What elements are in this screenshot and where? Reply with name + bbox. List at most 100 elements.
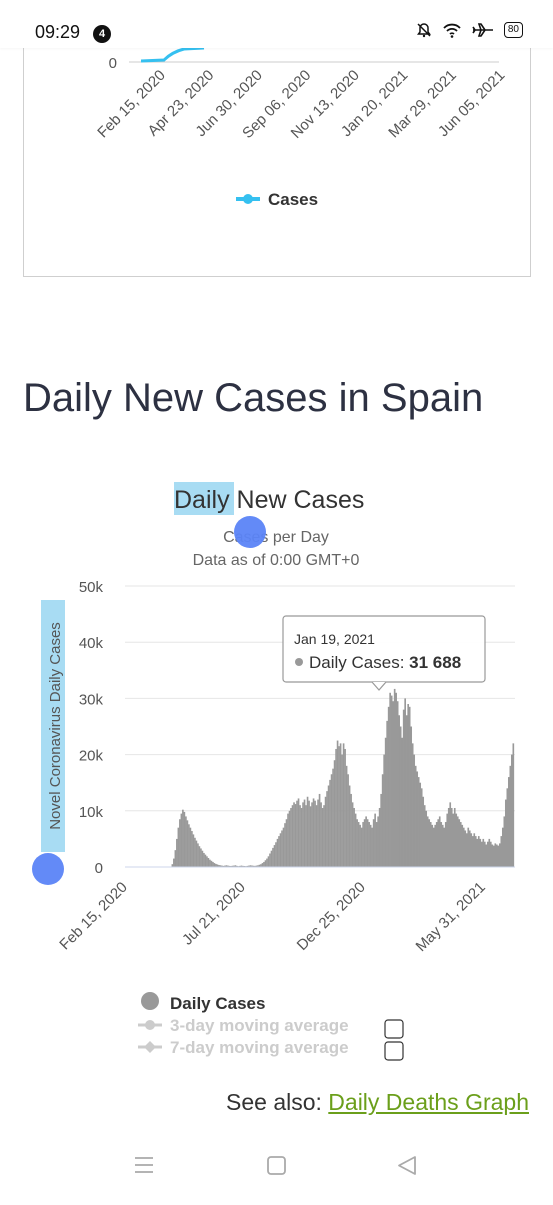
tooltip-bullet-icon	[295, 658, 303, 666]
bar	[375, 822, 378, 867]
bar	[290, 807, 292, 867]
legend-dot-icon	[141, 992, 159, 1010]
bar	[194, 837, 196, 867]
bar	[306, 796, 309, 867]
bar	[209, 859, 211, 867]
home-icon[interactable]	[267, 1156, 286, 1175]
bar	[390, 695, 393, 867]
bar	[426, 816, 429, 867]
bar	[476, 838, 479, 867]
bar	[395, 692, 397, 867]
bar	[350, 793, 352, 867]
checkbox-3day[interactable]	[384, 1019, 404, 1039]
bar	[260, 864, 262, 867]
selection-handle-end[interactable]	[234, 516, 266, 548]
bar	[296, 800, 298, 867]
bar	[300, 807, 303, 867]
bar	[417, 777, 420, 867]
bar	[219, 865, 222, 867]
back-icon[interactable]	[398, 1156, 416, 1175]
legend-item-daily-cases[interactable]: Daily Cases	[141, 992, 265, 1013]
bar	[354, 813, 357, 867]
bar	[207, 858, 210, 867]
legend-label-daily: Daily Cases	[170, 994, 265, 1013]
bar	[447, 807, 450, 867]
bar	[195, 840, 198, 867]
chart-title: Daily New Cases	[174, 486, 364, 514]
bar	[359, 824, 361, 867]
top-legend-label: Cases	[268, 190, 318, 209]
bar	[378, 807, 381, 867]
nav-buttons	[135, 1156, 416, 1175]
selection-handle-start[interactable]	[32, 853, 64, 885]
bar	[507, 777, 510, 867]
top-legend[interactable]: Cases	[236, 190, 318, 209]
bar	[278, 836, 280, 867]
bar	[222, 865, 225, 867]
bar	[255, 865, 258, 867]
status-bar: 09:29 4 80	[0, 0, 553, 48]
menu-icon[interactable]	[135, 1157, 153, 1173]
clock: 09:29	[35, 22, 81, 42]
bar	[203, 852, 205, 867]
bar	[276, 838, 279, 867]
bar	[332, 768, 334, 867]
tooltip-pointer	[371, 681, 387, 691]
x-tick-labels: Feb 15, 2020 Jul 21, 2020 Dec 25, 2020 May …	[56, 879, 489, 955]
checkbox-7day[interactable]	[384, 1041, 404, 1061]
bar	[200, 848, 202, 867]
bar	[236, 865, 238, 867]
x-tick-label: Jul 21, 2020	[179, 879, 249, 949]
bar	[176, 838, 178, 867]
bar	[198, 846, 201, 867]
bar	[365, 816, 367, 867]
bar	[341, 754, 343, 867]
chart-subtitle-2: Data as of 0:00 GMT+0	[193, 552, 360, 569]
bar	[291, 805, 294, 867]
bar	[246, 865, 249, 867]
bar	[293, 802, 295, 867]
bar	[173, 858, 175, 867]
bar	[309, 806, 312, 867]
bar	[215, 863, 217, 867]
bar	[429, 822, 432, 867]
bar	[212, 861, 214, 867]
bar	[188, 824, 190, 867]
bar	[404, 698, 406, 867]
bar	[312, 798, 315, 867]
bar	[428, 819, 431, 867]
bar	[339, 743, 342, 867]
y-tick-label: 10k	[79, 804, 104, 821]
bar	[414, 765, 417, 867]
legend-item-3day[interactable]: 3-day moving average	[138, 1016, 404, 1039]
bar	[393, 688, 396, 867]
bar	[299, 805, 301, 867]
legend-item-7day[interactable]: 7-day moving average	[138, 1038, 404, 1061]
bar	[288, 810, 291, 867]
bar	[435, 822, 438, 867]
bar	[410, 726, 413, 867]
bar	[314, 800, 316, 867]
bar	[411, 743, 414, 867]
bar	[464, 830, 467, 867]
bar	[405, 715, 408, 867]
bar	[458, 819, 461, 867]
bar	[338, 746, 340, 867]
bar	[362, 822, 364, 867]
legend-marker-cases-icon	[243, 194, 253, 204]
bar	[497, 845, 500, 867]
tooltip: Jan 19, 2021 Daily Cases: 31 688	[282, 615, 486, 691]
bar	[183, 811, 186, 867]
bar	[407, 704, 410, 867]
bar	[324, 796, 327, 867]
bar	[384, 737, 387, 867]
bar	[351, 802, 354, 867]
bar	[225, 865, 228, 867]
bar	[281, 830, 283, 867]
tooltip-value: Daily Cases: 31 688	[309, 653, 461, 672]
bar	[353, 807, 355, 867]
bar	[243, 865, 246, 867]
y-tick-label: 30k	[79, 691, 104, 708]
daily-deaths-graph-link[interactable]: Daily Deaths Graph	[328, 1089, 529, 1115]
bar	[248, 865, 250, 867]
